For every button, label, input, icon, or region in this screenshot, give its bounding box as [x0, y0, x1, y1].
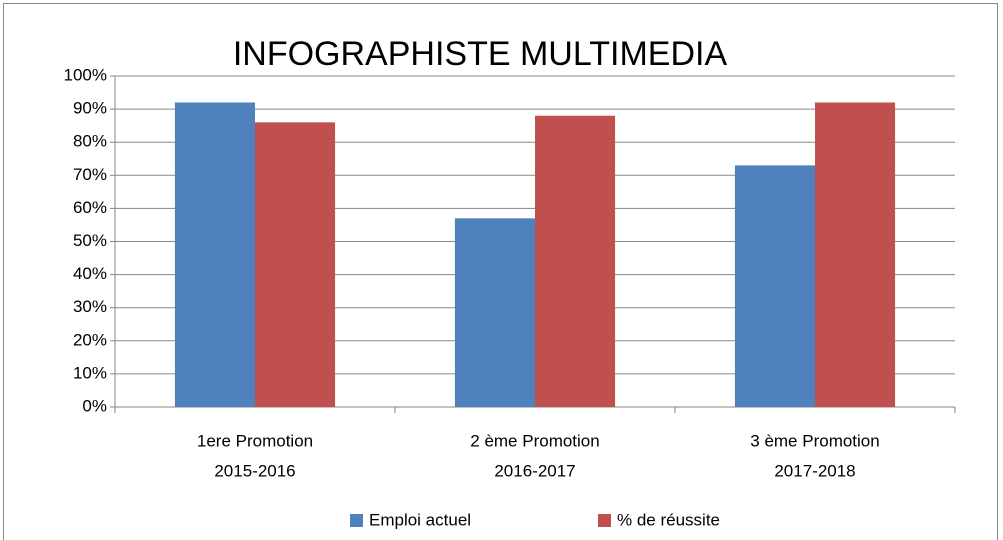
x-tick-label: 2016-2017 — [494, 461, 575, 480]
x-tick-label: 2015-2016 — [214, 461, 295, 480]
y-tick-label: 0% — [82, 396, 107, 415]
bar — [734, 165, 815, 407]
y-tick-label: 60% — [73, 198, 107, 217]
y-tick-label: 20% — [73, 330, 107, 349]
y-tick-label: 80% — [73, 132, 107, 151]
chart-title: INFOGRAPHISTE MULTIMEDIA — [233, 35, 728, 73]
legend-label: % de réussite — [617, 510, 720, 529]
bar — [815, 102, 896, 407]
y-tick-label: 90% — [73, 99, 107, 118]
y-tick-label: 10% — [73, 363, 107, 382]
x-tick-label: 2017-2018 — [774, 461, 855, 480]
x-tick-label: 2 ème Promotion — [470, 431, 599, 450]
x-tick-label: 1ere Promotion — [197, 431, 313, 450]
legend-swatch — [350, 514, 363, 527]
legend-label: Emploi actuel — [369, 510, 471, 529]
bar — [454, 218, 535, 407]
y-tick-label: 100% — [64, 65, 107, 84]
legend-swatch — [598, 514, 611, 527]
y-tick-label: 50% — [73, 231, 107, 250]
bar — [255, 122, 336, 407]
y-tick-label: 30% — [73, 297, 107, 316]
y-tick-label: 70% — [73, 165, 107, 184]
bar — [174, 102, 255, 407]
y-tick-label: 40% — [73, 264, 107, 283]
x-tick-label: 3 ème Promotion — [750, 431, 879, 450]
bar — [535, 115, 616, 407]
